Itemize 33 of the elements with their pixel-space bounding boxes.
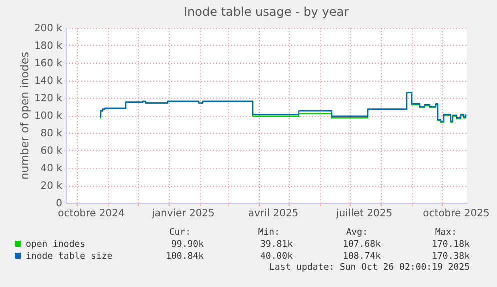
x-tick-label: octobre 2025 [423,208,490,220]
text: Min: [258,228,280,238]
text: Cur: [169,228,191,238]
y-tick-label: 140 k [34,76,63,87]
text: 107.68k [343,240,382,250]
x-tick-label: octobre 2024 [58,208,125,220]
chart-title: Inode table usage - by year [184,5,350,19]
text: Last update: Sun Oct 26 02:00:19 2025 [270,263,470,273]
text: 170.18k [432,240,471,250]
y-tick-label: 180 k [34,41,63,52]
text: 40.00k [260,252,294,262]
y-tick-label: 40 k [40,164,63,174]
text: Avg: [346,228,368,238]
x-tick-label: avril 2025 [248,208,299,220]
text: 170.38k [432,252,471,262]
y-tick-label: 60 k [40,146,63,157]
legend-label: open inodes [26,240,86,250]
text: 39.81k [260,240,294,250]
y-tick-label: 160 k [34,58,63,70]
x-tick-label: juillet 2025 [335,208,393,220]
text: Max: [435,228,457,238]
y-tick-label: 200 k [34,24,63,34]
x-tick-label: janvier 2025 [151,208,215,220]
text: 100.84k [166,252,205,262]
y-tick-label: 120 k [34,94,63,104]
legend-label: inode table size [26,252,113,262]
text: 108.74k [343,252,382,262]
y-tick-label: 0 [56,198,62,210]
y-axis-title: number of open inodes [18,52,32,180]
text: 99.90k [171,240,205,250]
y-tick-label: 20 k [40,181,63,192]
y-tick-label: 100 k [34,111,63,122]
y-tick-label: 80 k [40,128,63,140]
